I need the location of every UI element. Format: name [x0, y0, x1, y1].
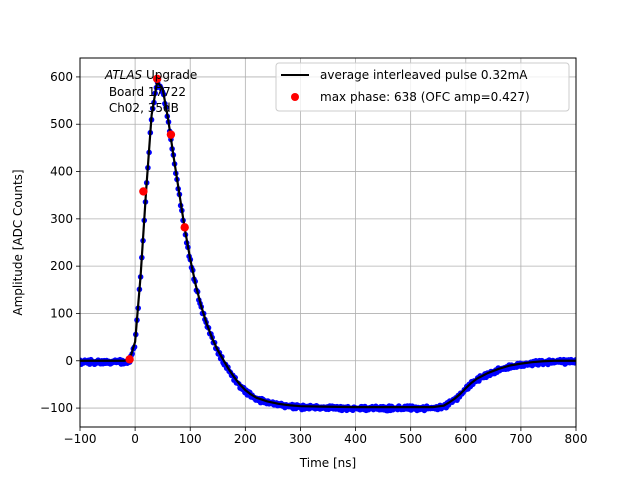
y-tick-label: −100 [40, 401, 73, 415]
annotation-line-2: Board 17722 [105, 85, 186, 99]
y-tick-label: 400 [50, 165, 73, 179]
x-tick-label: 800 [565, 432, 588, 446]
atlas-annotation: ATLAS Upgrade Board 17722 Ch02, 35dB [104, 68, 197, 115]
annotation-line-1: ATLAS Upgrade [104, 68, 197, 82]
legend-box [275, 62, 570, 112]
x-tick-label: 600 [454, 432, 477, 446]
y-tick-label: 600 [50, 70, 73, 84]
max-phase-point [125, 355, 134, 364]
max-phase-point [139, 187, 148, 196]
x-tick-label: 700 [509, 432, 532, 446]
legend-label-max-phase: max phase: 638 (OFC amp=0.427) [320, 90, 530, 104]
annotation-atlas: ATLAS [104, 68, 143, 82]
y-axis-label: Amplitude [ADC Counts] [11, 169, 25, 315]
legend-label-average-pulse: average interleaved pulse 0.32mA [320, 68, 528, 82]
x-tick-label: 0 [131, 432, 139, 446]
y-tick-label: 300 [50, 212, 73, 226]
x-tick-label: 200 [234, 432, 257, 446]
annotation-line-3: Ch02, 35dB [105, 101, 179, 115]
annotation-upgrade: Upgrade [142, 68, 197, 82]
x-tick-label: 400 [344, 432, 367, 446]
max-phase-point [180, 223, 189, 232]
x-tick-label: −100 [64, 432, 97, 446]
y-tick-label: 500 [50, 117, 73, 131]
x-tick-label: 300 [289, 432, 312, 446]
plot-area [80, 74, 576, 414]
x-axis-label: Time [ns] [299, 456, 356, 470]
x-tick-label: 500 [399, 432, 422, 446]
legend: average interleaved pulse 0.32mA max pha… [275, 62, 570, 112]
axes-frame [79, 57, 577, 428]
y-tick-label: 200 [50, 259, 73, 273]
y-tick-label: 0 [65, 354, 73, 368]
axis-ticks: −100 0 100 200 300 400 500 600 700 800 −100 0 100 200… [40, 70, 587, 446]
max-phase-point [166, 130, 176, 139]
max-phase-point [152, 74, 162, 84]
y-tick-label: 100 [50, 306, 73, 320]
average-pulse-line [80, 80, 576, 409]
legend-dot-swatch [291, 93, 299, 101]
plot-data [80, 74, 576, 414]
x-tick-label: 100 [179, 432, 202, 446]
